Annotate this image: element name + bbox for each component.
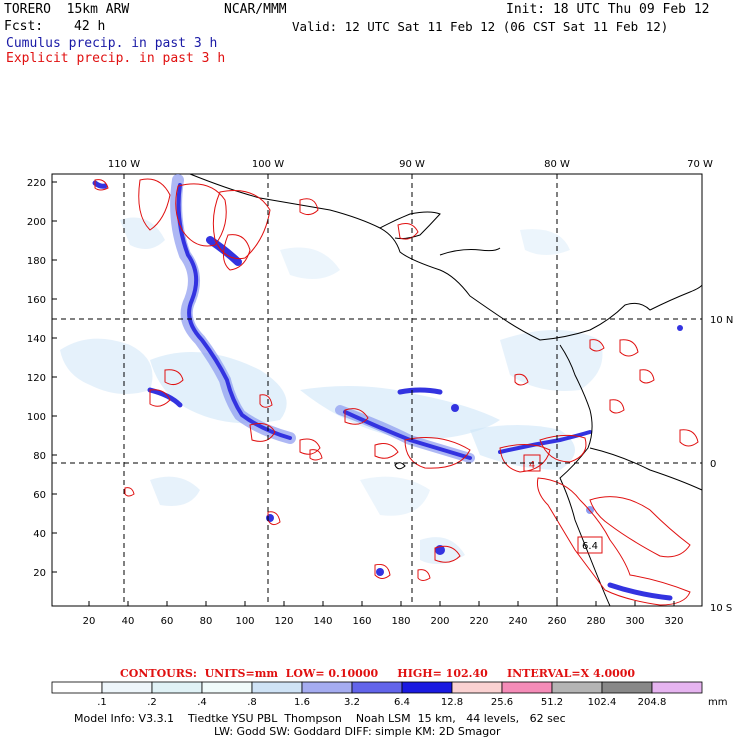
x-tick-label: 80 <box>200 616 213 627</box>
lat-label: 10 S <box>710 603 732 614</box>
y-tick-label: 180 <box>27 256 46 267</box>
lon-labels: 110 W 100 W 90 W 80 W 70 W <box>108 159 713 170</box>
y-tick-label: 80 <box>33 451 46 462</box>
contours-high: HIGH= 102.40 <box>397 667 488 680</box>
x-tick-label: 280 <box>586 616 605 627</box>
lat-labels: 10 N 0 10 S <box>710 315 733 614</box>
cumulus-precip-label: Cumulus precip. in past 3 h <box>6 36 218 51</box>
light-precip-areas <box>60 217 603 564</box>
coastline <box>189 173 703 607</box>
valid-time: Valid: 12 UTC Sat 11 Feb 12 (06 CST Sat … <box>292 19 669 34</box>
x-tick-label: 220 <box>469 616 488 627</box>
lon-label: 80 W <box>544 159 570 170</box>
legend-threshold-label: 204.8 <box>638 697 667 708</box>
legend-swatch <box>551 681 603 694</box>
legend-swatch <box>301 681 353 694</box>
lat-label: 0 <box>710 459 716 470</box>
explicit-precip-contours <box>94 178 699 606</box>
lat-label: 10 N <box>710 315 733 326</box>
legend-swatch <box>651 681 703 694</box>
legend-threshold-label: .8 <box>247 697 257 708</box>
x-tick-label: 60 <box>161 616 174 627</box>
lon-label: 90 W <box>399 159 425 170</box>
x-tick-label: 40 <box>122 616 135 627</box>
legend-swatch <box>501 681 553 694</box>
x-tick-label: 260 <box>547 616 566 627</box>
legend-swatch <box>101 681 153 694</box>
legend-threshold-label: 12.8 <box>441 697 463 708</box>
legend-threshold-label: 1.6 <box>294 697 310 708</box>
fcst-label: Fcst: <box>4 19 44 34</box>
y-ticks: 220 200 180 160 140 120 100 80 60 40 20 <box>27 178 57 579</box>
legend-swatch <box>251 681 303 694</box>
init-time: Init: 18 UTC Thu 09 Feb 12 <box>506 2 710 17</box>
legend-swatch <box>601 681 653 694</box>
explicit-precip-label: Explicit precip. in past 3 h <box>6 51 226 66</box>
legend-swatch <box>151 681 203 694</box>
org-label: NCAR/MMM <box>224 2 287 17</box>
legend-threshold-label: 6.4 <box>394 697 410 708</box>
legend-threshold-label: .4 <box>197 697 207 708</box>
legend-threshold-label: 3.2 <box>344 697 360 708</box>
y-tick-label: 160 <box>27 295 46 306</box>
x-tick-label: 120 <box>274 616 293 627</box>
box-label-4: 4 <box>529 460 535 471</box>
legend-swatch <box>351 681 403 694</box>
contours-interval: INTERVAL=X 4.0000 <box>506 667 636 680</box>
y-tick-label: 60 <box>33 490 46 501</box>
legend-swatch <box>401 681 453 694</box>
x-tick-label: 20 <box>83 616 96 627</box>
lon-label: 70 W <box>687 159 713 170</box>
x-tick-label: 240 <box>508 616 527 627</box>
box-label-6-4: 6.4 <box>582 541 598 552</box>
y-tick-label: 120 <box>27 373 46 384</box>
y-tick-label: 100 <box>27 412 46 423</box>
x-tick-label: 200 <box>430 616 449 627</box>
model-info-line1: Model Info: V3.3.1 Tiedtke YSU PBL Thomp… <box>74 712 566 725</box>
color-legend: .1 .2 .4 .8 1.6 3.2 6.4 12.8 25.6 51.2 102.4 204.8 <box>51 681 703 708</box>
legend-unit: mm <box>708 697 728 708</box>
legend-threshold-label: 102.4 <box>588 697 617 708</box>
contours-units: UNITS=mm <box>204 667 278 680</box>
model-title: TORERO 15km ARW <box>4 2 130 17</box>
x-tick-label: 320 <box>664 616 683 627</box>
legend-threshold-label: .1 <box>97 697 107 708</box>
legend-threshold-label: 25.6 <box>491 697 513 708</box>
x-tick-label: 300 <box>625 616 644 627</box>
contours-low: LOW= 0.10000 <box>285 667 379 680</box>
lon-label: 110 W <box>108 159 140 170</box>
y-tick-label: 20 <box>33 568 46 579</box>
legend-threshold-label: 51.2 <box>541 697 563 708</box>
legend-threshold-label: .2 <box>147 697 157 708</box>
y-tick-label: 200 <box>27 217 46 228</box>
x-tick-label: 180 <box>391 616 410 627</box>
lon-label: 100 W <box>252 159 284 170</box>
y-tick-label: 40 <box>33 529 46 540</box>
legend-swatch <box>201 681 253 694</box>
x-ticks: 20 40 60 80 100 120 140 160 180 200 220 240 260 280 30… <box>83 601 684 627</box>
legend-swatch <box>451 681 503 694</box>
heavy-precip-band <box>92 174 683 601</box>
y-tick-label: 220 <box>27 178 46 189</box>
x-tick-label: 140 <box>313 616 332 627</box>
lat-lon-grid <box>52 174 702 606</box>
y-tick-label: 140 <box>27 334 46 345</box>
fcst-hours: 42 h <box>74 19 106 34</box>
x-tick-label: 100 <box>235 616 254 627</box>
x-tick-label: 160 <box>352 616 371 627</box>
contours-line: CONTOURS: UNITS=mm LOW= 0.10000 HIGH= 10… <box>120 667 635 680</box>
model-info-line2: LW: Godd SW: Goddard DIFF: simple KM: 2D… <box>214 725 501 738</box>
contours-label: CONTOURS: <box>120 667 197 680</box>
legend-swatch <box>51 681 103 694</box>
